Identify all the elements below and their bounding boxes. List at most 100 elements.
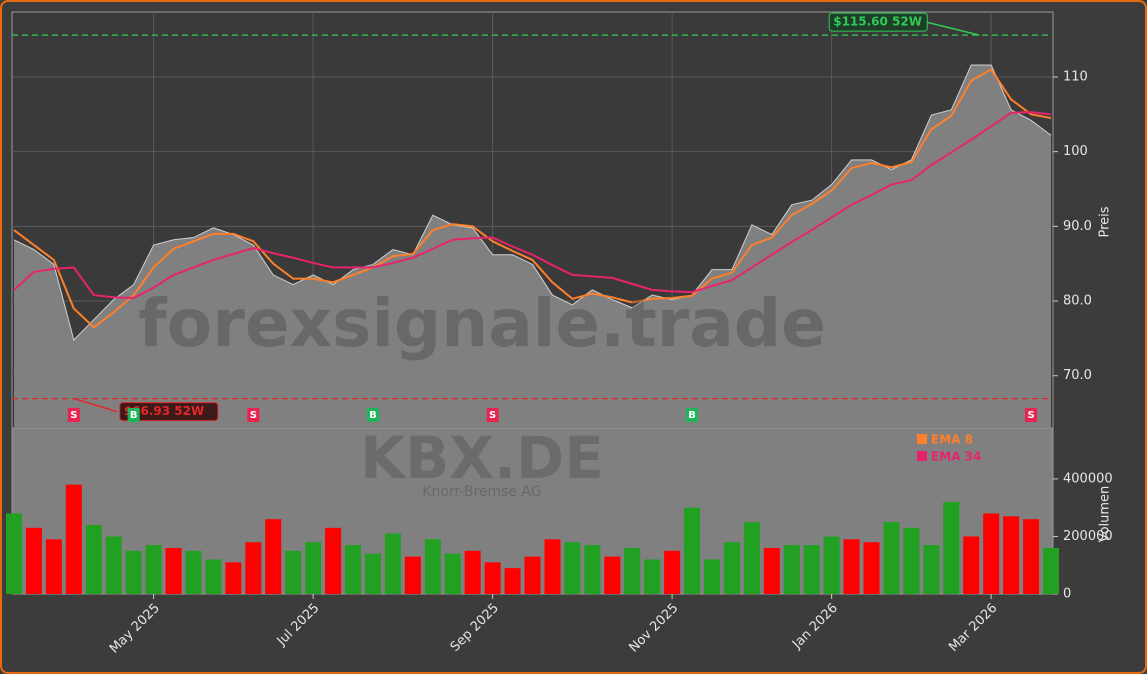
volume-bar xyxy=(644,559,661,594)
volume-bar xyxy=(85,524,102,594)
signal-marker xyxy=(686,408,699,422)
volume-bar xyxy=(325,527,342,594)
signal-marker xyxy=(1025,408,1038,422)
volume-bar xyxy=(424,539,441,594)
volume-bar xyxy=(843,539,860,594)
legend-swatch xyxy=(917,434,927,444)
price-line xyxy=(13,64,1052,341)
volume-bar xyxy=(923,545,940,594)
x-tick-label: Jan 2026 xyxy=(789,601,841,653)
volume-bar xyxy=(544,539,561,594)
volume-bar xyxy=(1042,547,1060,594)
legend-label: EMA 8 xyxy=(931,433,973,447)
volume-bar xyxy=(404,556,421,594)
volume-bar xyxy=(943,501,960,594)
volume-bar xyxy=(664,550,681,594)
volume-bar xyxy=(783,545,800,594)
volume-bar xyxy=(364,553,381,594)
signal-marker xyxy=(67,408,80,422)
volume-bar xyxy=(763,547,780,594)
volume-bar xyxy=(524,556,541,594)
volume-axis-title: Volumen xyxy=(1098,486,1113,543)
volume-bar xyxy=(165,547,182,594)
volume-bar xyxy=(65,484,82,594)
annotation-label: $66.93 52W xyxy=(124,404,204,418)
signal-marker xyxy=(127,408,140,422)
x-tick-label: Mar 2026 xyxy=(946,601,1000,655)
volume-bar xyxy=(384,533,401,594)
volume-bar xyxy=(5,513,23,594)
volume-bar xyxy=(504,568,521,594)
volume-bar xyxy=(225,562,242,594)
volume-bar xyxy=(265,519,282,594)
ticker-watermark: KBX.DE xyxy=(360,424,604,492)
annotation-arrow xyxy=(926,21,980,36)
volume-bar xyxy=(564,542,581,594)
signal-label: S xyxy=(70,410,77,421)
signal-label: B xyxy=(130,410,138,421)
y-tick-label: 70.0 xyxy=(1063,368,1092,383)
signal-label: B xyxy=(688,410,696,421)
volume-bar xyxy=(983,513,1000,594)
ema-line xyxy=(13,68,1052,329)
signal-label: S xyxy=(1027,410,1034,421)
volume-bar xyxy=(145,545,162,594)
signal-marker xyxy=(486,408,499,422)
legend-label: EMA 34 xyxy=(931,450,981,464)
annotation-box xyxy=(119,402,219,422)
volume-bar xyxy=(584,545,601,594)
volume-bar xyxy=(105,536,122,594)
y-tick-label: 110 xyxy=(1063,69,1088,84)
ema-line xyxy=(13,111,1052,300)
volume-bar xyxy=(45,539,62,594)
annotation-arrow xyxy=(73,397,118,413)
watermark: forexsignale.trade xyxy=(138,285,826,362)
volume-bar xyxy=(863,542,880,594)
volume-bar xyxy=(723,542,740,594)
volume-bar xyxy=(345,545,362,594)
volume-bar xyxy=(604,556,621,594)
signal-label: S xyxy=(489,410,496,421)
company-watermark: Knorr-Bremse AG xyxy=(422,484,541,500)
y-tick-label: 80.0 xyxy=(1063,294,1092,309)
x-tick-label: Jul 2025 xyxy=(274,601,323,650)
volume-bar xyxy=(743,522,760,594)
annotation-box xyxy=(828,12,928,32)
y-axis-title: Preis xyxy=(1098,206,1113,237)
signal-marker xyxy=(247,408,260,422)
volume-bar xyxy=(245,542,262,594)
volume-bar xyxy=(464,550,481,594)
x-tick-label: Nov 2025 xyxy=(627,601,682,656)
volume-bar xyxy=(125,550,142,594)
volume-bar xyxy=(185,550,202,594)
volume-bar xyxy=(305,542,322,594)
volume-bar xyxy=(883,522,900,594)
volume-bar xyxy=(285,550,302,594)
volume-bar xyxy=(484,562,501,594)
volume-bar xyxy=(823,536,840,594)
volume-bar xyxy=(963,536,980,594)
volume-bar xyxy=(1003,516,1020,594)
volume-tick-label: 400000 xyxy=(1063,471,1113,486)
volume-tick-label: 200000 xyxy=(1063,529,1113,544)
volume-bar xyxy=(803,545,820,594)
signal-marker xyxy=(366,408,379,422)
volume-bar xyxy=(25,527,42,594)
price-area xyxy=(14,65,1051,429)
y-tick-label: 100 xyxy=(1063,144,1088,159)
volume-bar xyxy=(444,553,461,594)
volume-bar xyxy=(903,527,920,594)
volume-bar xyxy=(205,559,222,594)
x-tick-label: May 2025 xyxy=(107,601,163,657)
volume-bar xyxy=(1023,519,1040,594)
volume-bar xyxy=(684,507,701,594)
x-tick-label: Sep 2025 xyxy=(448,601,502,655)
volume-bar xyxy=(703,559,720,594)
y-tick-label: 90.0 xyxy=(1063,219,1092,234)
volume-bar xyxy=(624,547,641,594)
legend-swatch xyxy=(917,451,927,461)
volume-tick-label: 0 xyxy=(1063,587,1071,602)
signal-label: B xyxy=(369,410,377,421)
